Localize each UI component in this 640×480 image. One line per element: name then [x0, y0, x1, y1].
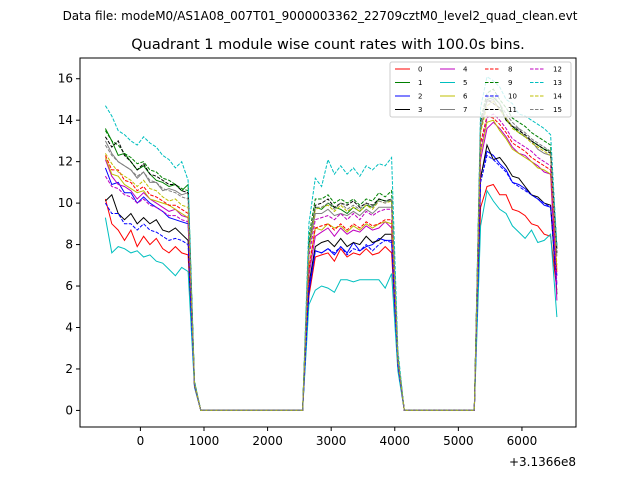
series-line-12: [104, 113, 558, 411]
y-tick-label: 4: [65, 320, 73, 334]
legend-label: 5: [463, 79, 467, 87]
legend-label: 12: [553, 66, 562, 74]
x-tick-label: 1000: [189, 434, 220, 448]
y-tick-label: 2: [65, 362, 73, 376]
legend-label: 0: [418, 66, 422, 74]
y-tick-label: 6: [65, 279, 73, 293]
x-axis: 0 1000 2000 3000 4000 5000 6000: [137, 427, 538, 448]
chart-title: Quadrant 1 module wise count rates with …: [131, 37, 525, 53]
legend-label: 2: [418, 93, 422, 101]
y-tick-label: 16: [58, 72, 73, 86]
chart-suptitle: Data file: modeM0/AS1A08_007T01_90000033…: [63, 9, 578, 23]
legend-label: 10: [508, 93, 517, 101]
legend-label: 14: [553, 93, 562, 101]
x-tick-label: 5000: [443, 434, 474, 448]
legend-label: 4: [463, 66, 468, 74]
plot-frame: [79, 57, 577, 428]
y-tick-label: 14: [58, 113, 73, 127]
series-line-1: [104, 96, 558, 411]
x-tick-label: 3000: [316, 434, 347, 448]
series-line-6: [104, 119, 558, 411]
legend-label: 8: [508, 66, 512, 74]
legend-label: 6: [463, 93, 468, 101]
legend-frame: [389, 61, 572, 118]
legend-label: 9: [508, 79, 512, 87]
legend-label: 15: [553, 106, 562, 114]
x-tick-label: 2000: [252, 434, 283, 448]
y-tick-label: 8: [65, 238, 73, 252]
series-line-11: [104, 98, 558, 411]
series-line-8: [104, 115, 558, 411]
legend-label: 1: [418, 79, 422, 87]
legend-label: 3: [418, 106, 422, 114]
series-line-0: [104, 183, 558, 411]
series-line-14: [104, 100, 558, 411]
x-tick-label: 4000: [379, 434, 410, 448]
series-line-10: [104, 154, 558, 411]
y-tick-label: 12: [58, 155, 73, 169]
series-line-4: [104, 121, 558, 411]
legend-label: 13: [553, 79, 562, 87]
x-tick-label: 0: [137, 434, 145, 448]
series-line-3: [105, 143, 558, 411]
y-axis: 0 2 4 6 8 10 12 14 16: [58, 72, 80, 417]
y-tick-label: 10: [58, 196, 73, 210]
x-offset-label: +3.1366e8: [509, 455, 576, 469]
series-layer: [104, 75, 558, 411]
legend-label: 7: [463, 106, 467, 114]
series-line-5: [104, 189, 558, 411]
x-tick-label: 6000: [507, 434, 538, 448]
legend-label: 11: [508, 106, 517, 114]
plot-area: [79, 57, 577, 428]
y-tick-label: 0: [65, 403, 73, 417]
series-line-7: [104, 98, 558, 411]
